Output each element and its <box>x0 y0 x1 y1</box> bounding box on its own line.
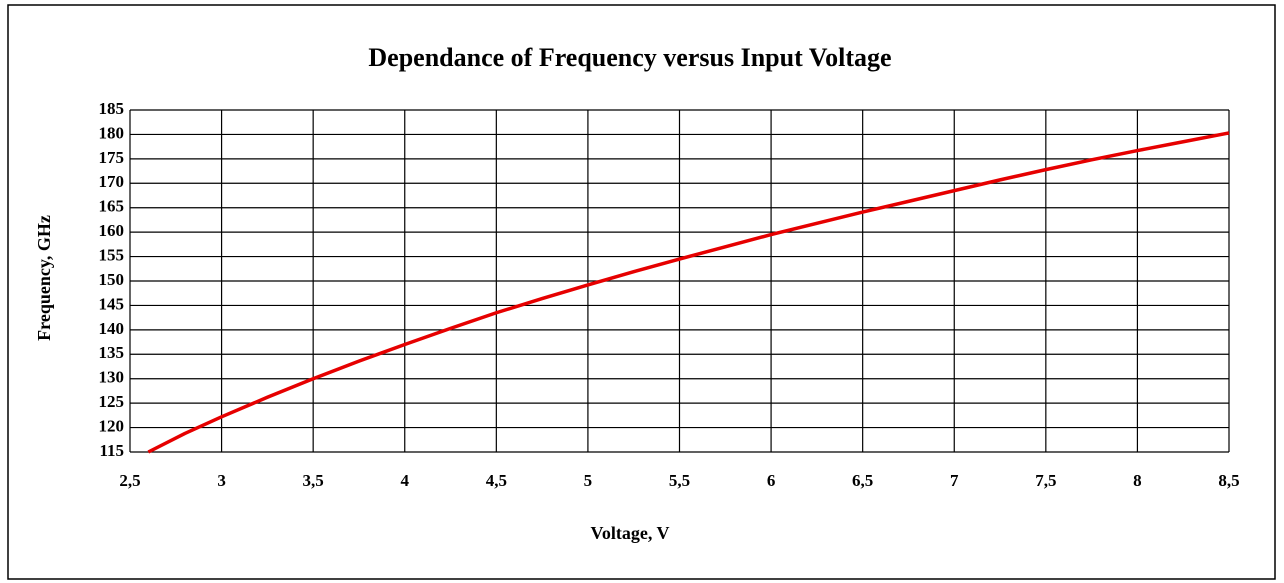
x-tick-label: 6 <box>767 471 776 490</box>
y-tick-label: 135 <box>99 343 125 362</box>
y-tick-label: 170 <box>99 172 125 191</box>
x-axis-label: Voltage, V <box>590 523 669 543</box>
y-tick-label: 150 <box>99 270 125 289</box>
y-tick-label: 115 <box>99 441 124 460</box>
x-tick-label: 7,5 <box>1035 471 1056 490</box>
y-tick-label: 185 <box>99 99 125 118</box>
x-tick-label: 5 <box>584 471 593 490</box>
x-tick-label: 5,5 <box>669 471 690 490</box>
x-tick-label: 3 <box>217 471 226 490</box>
y-tick-label: 145 <box>99 294 125 313</box>
x-tick-label: 8,5 <box>1218 471 1239 490</box>
x-tick-label: 4 <box>401 471 410 490</box>
y-tick-label: 175 <box>99 148 125 167</box>
x-tick-label: 2,5 <box>119 471 140 490</box>
chart-frame <box>7 4 1276 580</box>
x-tick-label: 8 <box>1133 471 1142 490</box>
y-tick-label: 155 <box>99 245 125 264</box>
data-line <box>147 131 1230 454</box>
x-tick-label: 4,5 <box>486 471 507 490</box>
x-tick-label: 3,5 <box>303 471 324 490</box>
y-axis-label: Frequency, GHz <box>34 215 54 341</box>
y-tick-label: 160 <box>99 221 125 240</box>
y-tick-label: 130 <box>99 368 125 387</box>
x-tick-label: 7 <box>950 471 959 490</box>
x-tick-label: 6,5 <box>852 471 873 490</box>
y-tick-label: 125 <box>99 392 125 411</box>
chart-title: Dependance of Frequency versus Input Vol… <box>368 43 891 72</box>
y-tick-label: 180 <box>99 123 125 142</box>
y-tick-label: 120 <box>99 416 125 435</box>
y-tick-label: 165 <box>99 197 125 216</box>
y-tick-label: 140 <box>99 319 125 338</box>
